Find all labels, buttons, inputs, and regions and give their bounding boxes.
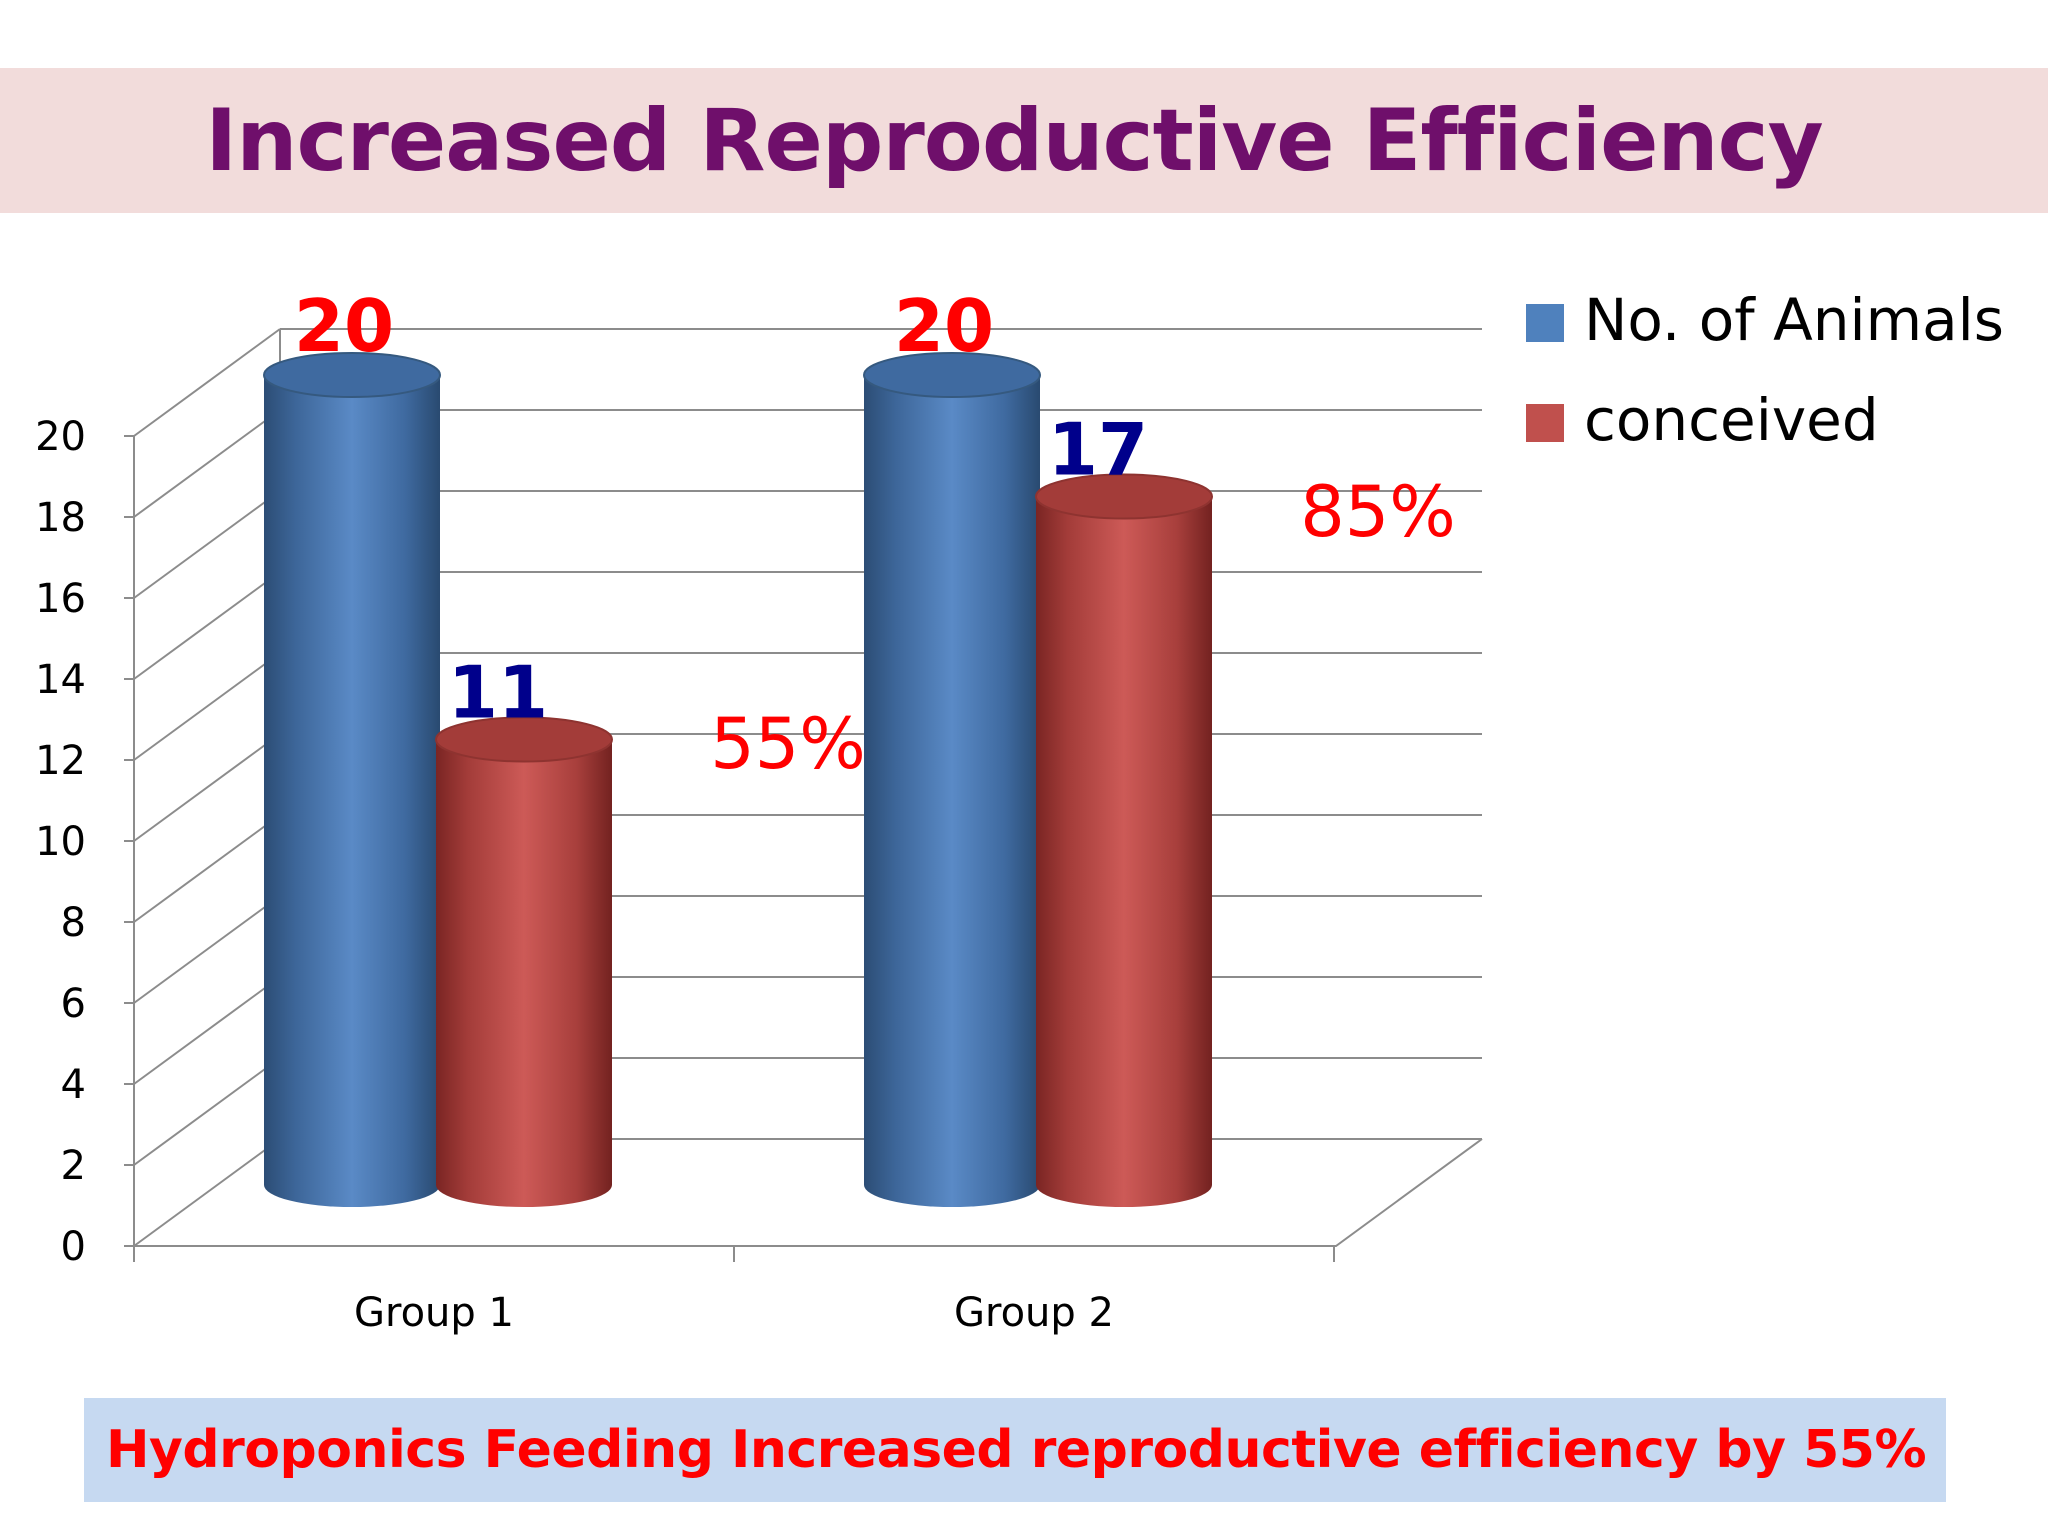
y-tick-label: 18 xyxy=(35,495,86,541)
legend-label: conceived xyxy=(1584,386,1879,454)
data-label: 11 xyxy=(448,651,548,735)
gridline-diagonal xyxy=(133,328,281,437)
gridline-diagonal xyxy=(133,976,281,1085)
y-tick-label: 10 xyxy=(35,819,86,865)
y-tick-label: 12 xyxy=(35,738,86,784)
gridline-diagonal xyxy=(133,1057,281,1166)
y-tick-label: 8 xyxy=(61,900,86,946)
legend-label: No. of Animals xyxy=(1584,286,2004,354)
gridline-diagonal xyxy=(133,733,281,842)
data-label: 17 xyxy=(1048,408,1148,492)
bar-body xyxy=(1036,496,1212,1207)
y-tick-label: 14 xyxy=(35,657,86,703)
bar-top xyxy=(435,716,613,763)
x-tick-label: Group 1 xyxy=(354,1290,514,1336)
legend-swatch xyxy=(1526,404,1564,442)
bar-top xyxy=(263,352,441,398)
gridline-diagonal xyxy=(133,1138,281,1247)
footer-band: Hydroponics Feeding Increased reproducti… xyxy=(84,1398,1946,1502)
data-labels: 20 20 11 17 55% 85% xyxy=(294,284,1456,785)
y-tick-label: 4 xyxy=(61,1062,86,1108)
bar-body xyxy=(436,739,612,1207)
gridline-diagonal xyxy=(133,571,281,680)
legend-swatch xyxy=(1526,304,1564,342)
title-band: Increased Reproductive Efficiency xyxy=(0,68,2048,213)
bar-body xyxy=(264,375,440,1207)
x-axis: Group 1 Group 2 xyxy=(133,1246,1335,1336)
bar-top xyxy=(1035,473,1213,520)
data-label: 20 xyxy=(894,284,994,368)
y-tick-label: 16 xyxy=(35,576,86,622)
bar-series xyxy=(263,352,1213,1207)
gridline-diagonal xyxy=(133,490,281,599)
bar-body xyxy=(864,375,1040,1207)
footer-message: Hydroponics Feeding Increased reproducti… xyxy=(106,1420,1927,1480)
y-tick-label: 6 xyxy=(61,981,86,1027)
gridline-diagonal xyxy=(133,409,281,518)
bar-conceived-2 xyxy=(1035,473,1213,1207)
legend: No. of Animals conceived xyxy=(1526,286,2004,454)
bar-no-of-animals-2 xyxy=(863,352,1041,1207)
y-tick-label: 2 xyxy=(61,1143,86,1189)
percentage-annotation: 85% xyxy=(1300,471,1456,553)
bar-no-of-animals-1 xyxy=(263,352,441,1207)
gridline-diagonal xyxy=(133,814,281,923)
y-axis: 0 2 4 6 8 10 12 14 16 18 20 xyxy=(35,414,134,1270)
gridline-diagonal xyxy=(133,652,281,761)
percentage-annotation: 55% xyxy=(710,703,866,785)
page-title: Increased Reproductive Efficiency xyxy=(205,90,1823,191)
floor-edge xyxy=(134,1138,1483,1247)
gridline-diagonal xyxy=(133,895,281,1004)
data-label: 20 xyxy=(294,284,394,368)
y-tick-label: 0 xyxy=(61,1224,86,1270)
bar-conceived-1 xyxy=(435,716,613,1207)
x-tick-label: Group 2 xyxy=(954,1290,1114,1336)
bar-top xyxy=(863,352,1041,398)
y-tick-label: 20 xyxy=(35,414,86,460)
